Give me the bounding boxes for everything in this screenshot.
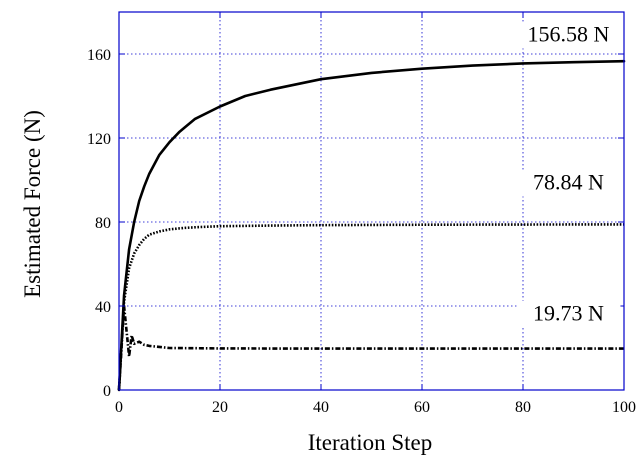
annotation-backdrop <box>516 169 621 197</box>
y-axis-label: Estimated Force (N) <box>20 110 45 298</box>
series-line-solid <box>117 59 626 392</box>
x-tick-label: 40 <box>313 399 329 416</box>
x-tick-label: 60 <box>414 399 430 416</box>
tick-marks <box>118 12 625 391</box>
y-tick-label: 160 <box>87 47 111 64</box>
series-line-dash-dot <box>117 304 624 391</box>
annotation-backdrop <box>516 300 621 328</box>
x-axis-label: Iteration Step <box>308 430 433 455</box>
y-tick-label: 80 <box>95 215 111 232</box>
series-line-dotted <box>117 223 625 391</box>
x-tick-label: 100 <box>612 399 636 416</box>
value-annotation: 156.58 N <box>528 21 610 46</box>
tick-labels: 0 20 40 60 80 100 0 40 80 120 160 <box>87 47 636 416</box>
value-annotation: 19.73 N <box>533 301 604 326</box>
y-tick-label: 40 <box>95 299 111 316</box>
x-tick-label: 80 <box>515 399 531 416</box>
x-tick-label: 0 <box>115 399 123 416</box>
value-annotations: 156.58 N 78.84 N 19.73 N <box>516 21 621 328</box>
y-tick-label: 120 <box>87 131 111 148</box>
series-group <box>117 59 626 392</box>
annotation-backdrop <box>516 21 621 49</box>
y-tick-label: 0 <box>103 383 111 400</box>
x-tick-label: 20 <box>212 399 228 416</box>
plot-frame <box>118 11 625 391</box>
value-annotation: 78.84 N <box>533 169 604 194</box>
